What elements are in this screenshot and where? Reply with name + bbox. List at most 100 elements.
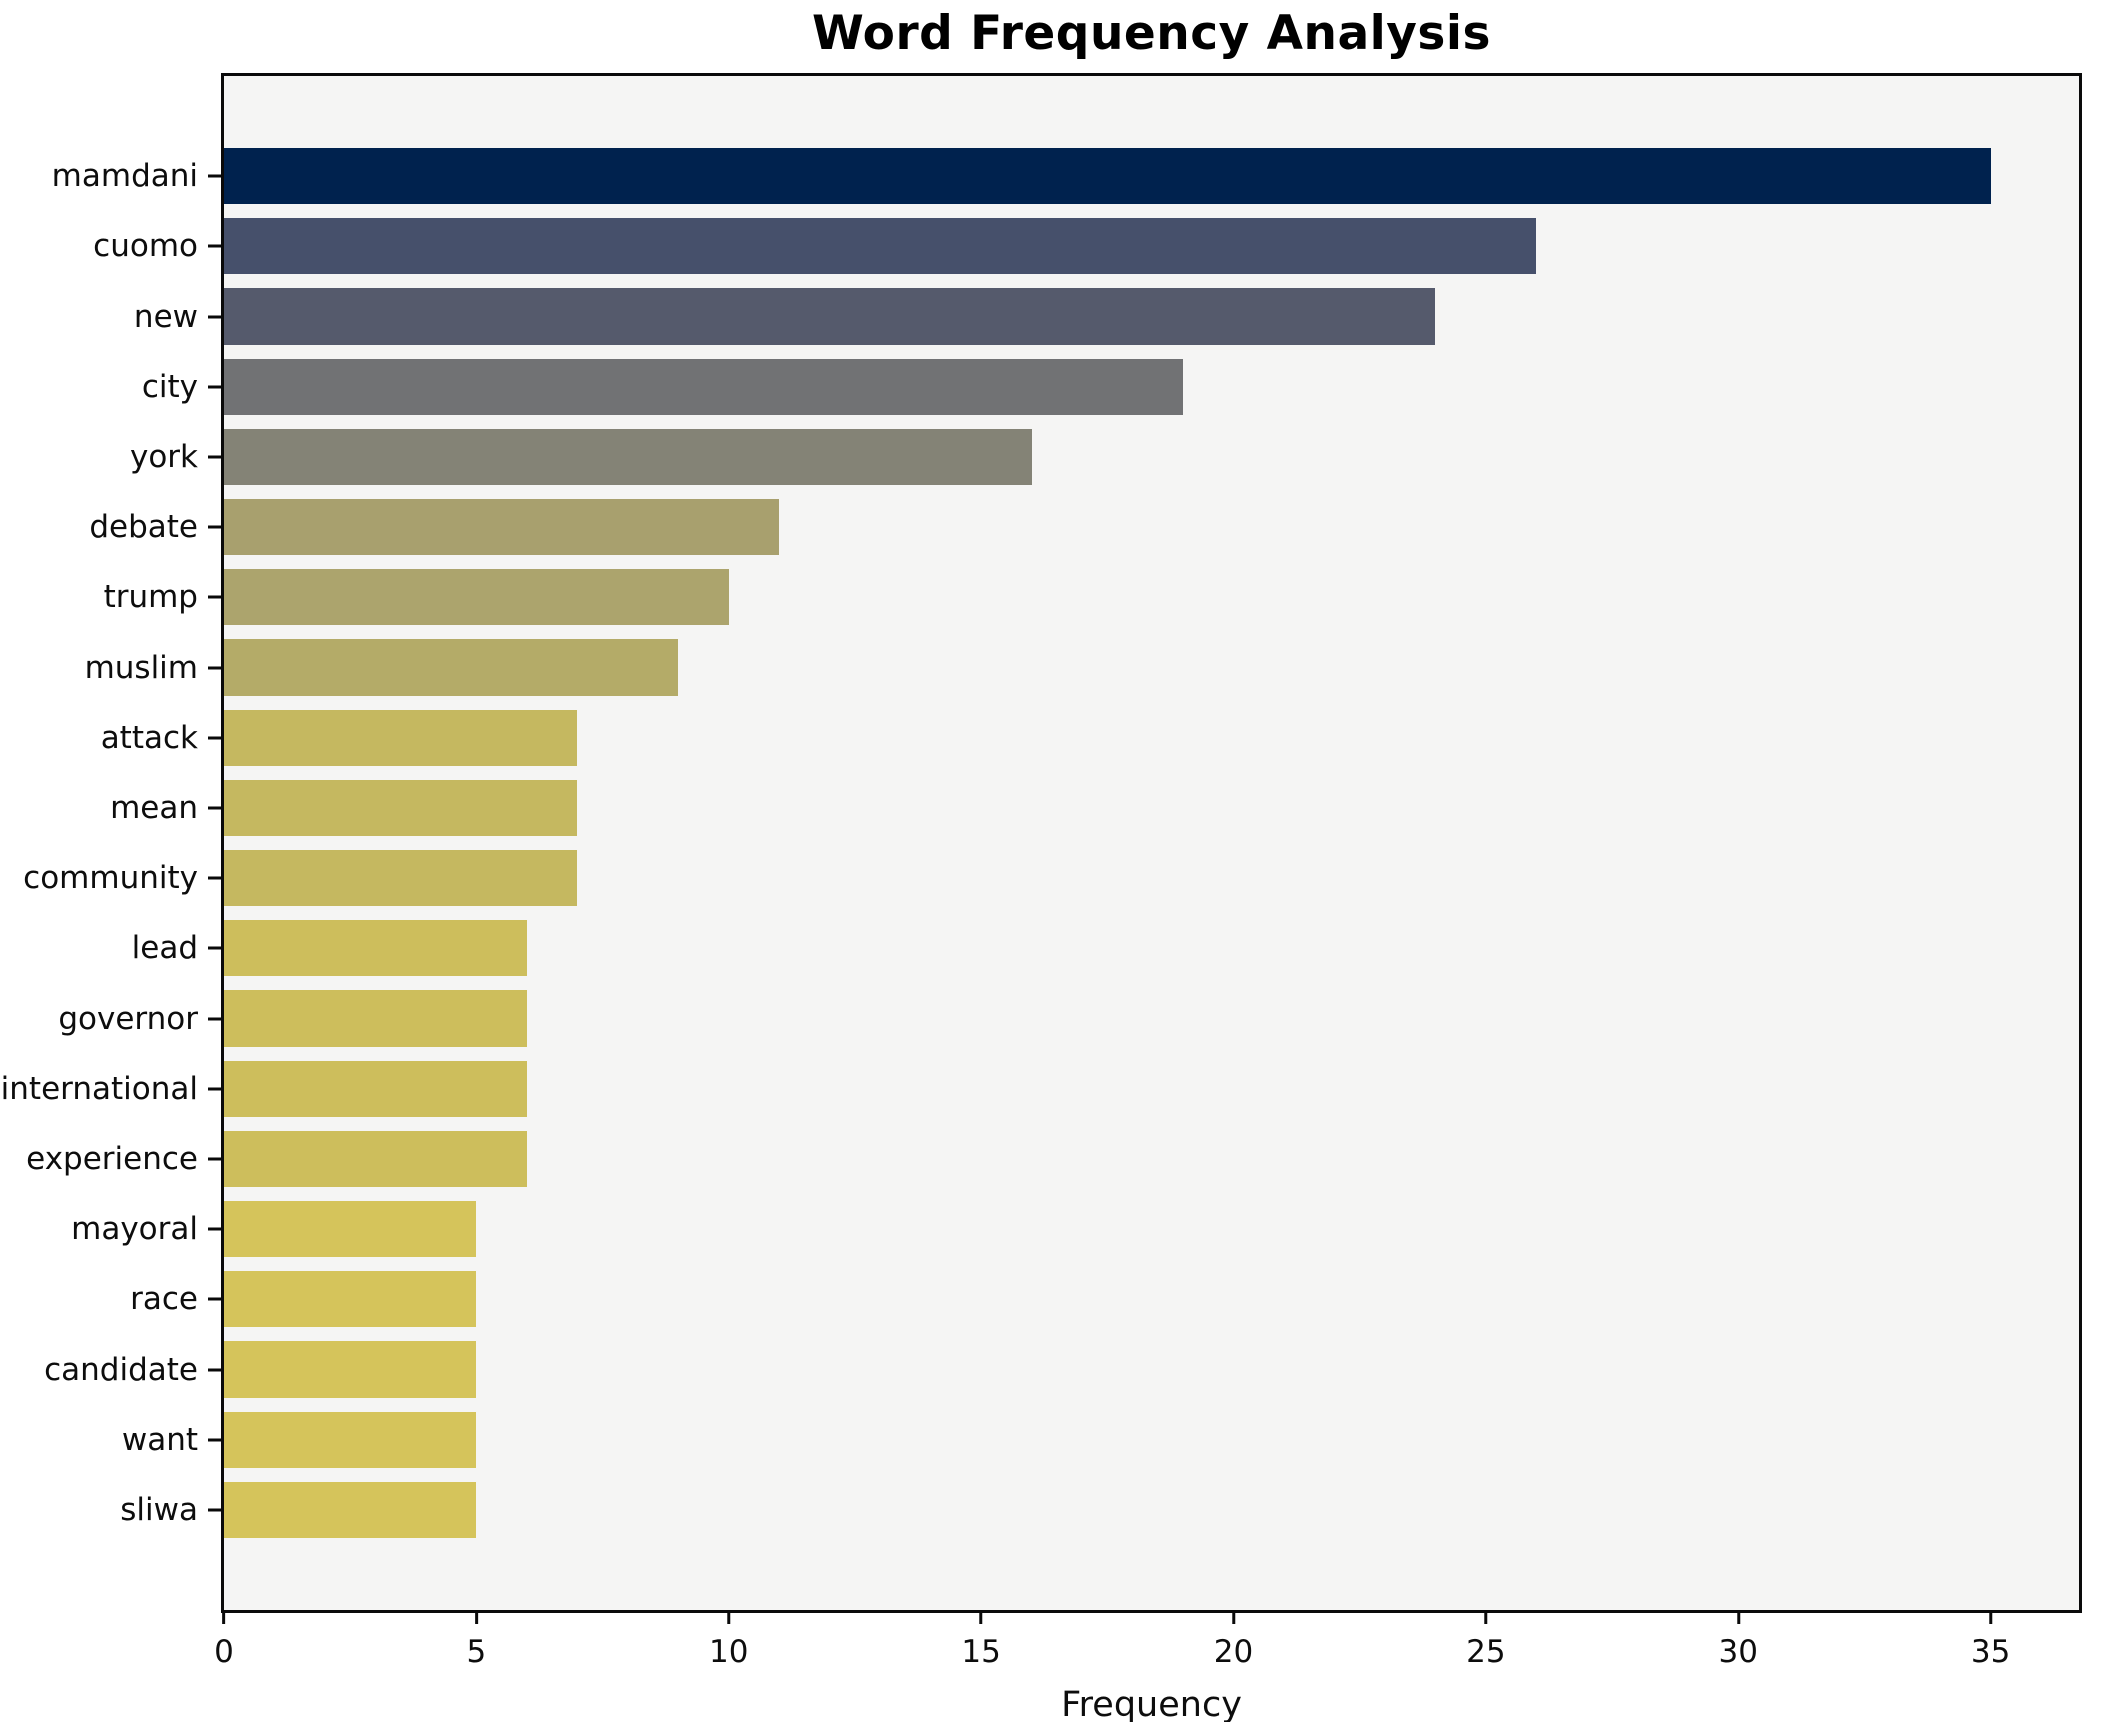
chart-title: Word Frequency Analysis: [812, 6, 1491, 61]
x-tick-mark: [222, 1610, 226, 1624]
y-tick-mark: [208, 385, 221, 389]
y-tick-mark: [208, 1508, 221, 1512]
y-tick-label: debate: [89, 509, 198, 546]
y-tick-mark: [208, 1297, 221, 1301]
y-tick-label: experience: [26, 1140, 198, 1177]
bar-row: want: [122, 1405, 2079, 1475]
x-tick: 35: [1971, 1610, 2010, 1670]
bar: [224, 288, 1436, 345]
bar-row: international: [1, 1054, 2079, 1124]
bar: [224, 218, 1537, 275]
bar-row: lead: [132, 913, 2079, 983]
x-tick-label: 0: [214, 1634, 234, 1670]
x-tick-mark: [1989, 1610, 1993, 1624]
y-tick-label: new: [133, 298, 198, 335]
x-tick-label: 25: [1466, 1634, 1506, 1670]
y-tick-label: lead: [131, 930, 198, 967]
bar-row: city: [142, 352, 2079, 422]
bar: [224, 1201, 477, 1258]
bar: [224, 1130, 527, 1188]
bar: [224, 1481, 477, 1539]
bar-row: new: [134, 281, 2079, 351]
y-tick-mark: [208, 946, 221, 950]
bar-row: race: [130, 1264, 2079, 1334]
bar: [224, 1271, 477, 1328]
y-tick-label: mamdani: [51, 158, 198, 195]
bars-container: mamdani cuomo new city york debate trump muslim…: [1, 141, 2079, 1545]
y-tick-label: trump: [103, 579, 198, 616]
y-tick-mark: [208, 1017, 221, 1021]
y-tick-mark: [208, 244, 221, 248]
bar-row: candidate: [44, 1334, 2079, 1404]
x-tick-label: 15: [961, 1634, 1001, 1670]
y-tick-label: mean: [110, 789, 198, 826]
y-tick-mark: [208, 174, 221, 178]
x-tick: 20: [1214, 1610, 1253, 1670]
y-tick-label: community: [23, 860, 198, 897]
x-tick-label: 20: [1213, 1634, 1254, 1670]
bar-row: sliwa: [120, 1475, 2079, 1545]
x-axis-label: Frequency: [1061, 1685, 1242, 1722]
y-tick-label: cuomo: [93, 228, 198, 265]
bar: [224, 639, 679, 696]
bar-row: community: [23, 843, 2079, 913]
y-tick-mark: [208, 1227, 221, 1231]
bar: [224, 920, 527, 977]
x-tick: 0: [214, 1610, 234, 1670]
x-tick: 25: [1466, 1610, 1506, 1670]
x-tick-mark: [474, 1610, 478, 1624]
x-tick-mark: [1736, 1610, 1740, 1624]
x-tick-label: 30: [1718, 1634, 1759, 1670]
bar-row: mean: [110, 773, 2079, 843]
bar: [224, 1411, 477, 1468]
y-tick-label: york: [129, 438, 198, 475]
x-tick-mark: [727, 1610, 731, 1624]
bar: [224, 358, 1184, 415]
y-tick-mark: [208, 666, 221, 670]
y-tick-mark: [208, 1087, 221, 1091]
plot-area: mamdani cuomo new city york debate trump muslim…: [1, 73, 2082, 1722]
x-tick-mark: [979, 1610, 983, 1624]
y-tick-label: muslim: [84, 649, 198, 686]
x-tick-mark: [1232, 1610, 1236, 1624]
x-tick-label: 10: [709, 1634, 749, 1670]
bar-row: attack: [101, 703, 2079, 773]
x-tick: 10: [709, 1610, 748, 1670]
y-tick-mark: [208, 1438, 221, 1442]
bar: [224, 850, 578, 907]
y-tick-label: sliwa: [120, 1491, 198, 1528]
y-tick-mark: [208, 595, 221, 599]
bar-row: mamdani: [52, 141, 2079, 211]
y-tick-label: attack: [100, 719, 198, 756]
bar: [224, 709, 578, 766]
bar-row: york: [130, 422, 2079, 492]
bar-row: muslim: [85, 632, 2079, 702]
bar: [224, 428, 1032, 485]
x-axis-ticks: 0 5 10 15 20 25 30 35: [214, 1610, 2079, 1680]
bar-row: experience: [26, 1124, 2079, 1194]
y-tick-label: international: [0, 1070, 198, 1107]
bar: [224, 1060, 527, 1117]
y-tick-mark: [208, 1157, 221, 1161]
bar: [224, 1341, 477, 1398]
y-tick-label: race: [130, 1281, 198, 1318]
bar-row: cuomo: [93, 211, 2079, 281]
x-tick: 30: [1719, 1610, 1758, 1670]
bar-row: trump: [104, 562, 2079, 632]
bar: [224, 569, 729, 626]
x-tick: 15: [961, 1610, 1001, 1670]
y-tick-label: want: [121, 1421, 198, 1458]
bar: [224, 499, 780, 556]
y-tick-mark: [208, 806, 221, 810]
y-tick-label: mayoral: [71, 1211, 198, 1248]
y-tick-label: candidate: [44, 1351, 198, 1388]
y-tick-mark: [208, 525, 221, 529]
x-tick-mark: [1484, 1610, 1488, 1624]
y-tick-mark: [208, 315, 221, 318]
bar: [224, 779, 578, 836]
y-tick-mark: [208, 455, 221, 459]
bar-row: debate: [89, 492, 2079, 562]
y-tick-label: city: [141, 368, 198, 405]
x-tick-label: 5: [466, 1634, 487, 1670]
